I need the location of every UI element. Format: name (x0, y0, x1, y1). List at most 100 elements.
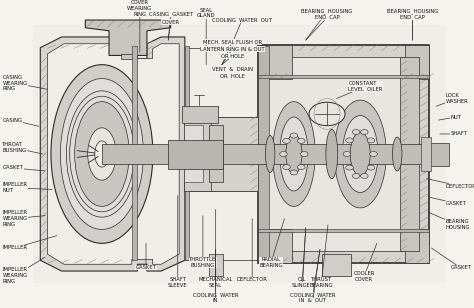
Text: THROAT
BUSHING: THROAT BUSHING (2, 142, 43, 154)
Text: LOCK
WASHER: LOCK WASHER (436, 93, 468, 106)
Ellipse shape (75, 102, 129, 206)
Text: END  CAP: END CAP (306, 15, 339, 40)
Bar (405, 45, 429, 79)
Text: SHAFT: SHAFT (440, 132, 467, 136)
Ellipse shape (350, 132, 370, 176)
Bar (258, 46, 269, 260)
Text: GASKET: GASKET (2, 165, 45, 171)
Bar (258, 45, 429, 263)
Ellipse shape (326, 129, 337, 179)
Text: COOLING  WATER  OUT: COOLING WATER OUT (212, 18, 272, 43)
Text: BEARING
HOUSING: BEARING HOUSING (429, 213, 470, 230)
Text: CASING  GASKET: CASING GASKET (148, 12, 193, 40)
Text: CONSTANT
LEVEL  OILER: CONSTANT LEVEL OILER (337, 81, 383, 99)
Text: COOLING  WATER: COOLING WATER (290, 249, 336, 298)
Ellipse shape (392, 137, 402, 171)
Text: THRUST
BEARING: THRUST BEARING (310, 225, 333, 288)
Ellipse shape (273, 102, 315, 206)
Bar (33, 25, 446, 283)
Bar (258, 229, 292, 263)
Ellipse shape (88, 128, 116, 180)
Bar (400, 57, 419, 251)
Bar (209, 254, 223, 276)
Circle shape (367, 138, 375, 143)
Text: DEFLECTOR: DEFLECTOR (427, 179, 474, 189)
Text: SLINGER: SLINGER (291, 228, 314, 288)
Text: COOLING  WATER: COOLING WATER (193, 249, 238, 298)
Bar (121, 54, 135, 59)
Bar (429, 143, 449, 166)
Text: LANTERN RING IN & OUT: LANTERN RING IN & OUT (200, 47, 264, 65)
Circle shape (361, 173, 368, 178)
Bar (184, 125, 203, 182)
Text: COVER
WEARING
RING: COVER WEARING RING (127, 0, 153, 52)
Text: GASKET: GASKET (431, 248, 471, 270)
Bar (258, 229, 429, 232)
Text: IN: IN (213, 249, 219, 303)
Bar (185, 117, 258, 191)
Circle shape (343, 152, 351, 156)
Text: VENT  &  DRAIN: VENT & DRAIN (212, 67, 253, 79)
Text: RADIAL
BEARING: RADIAL BEARING (259, 219, 284, 268)
Ellipse shape (61, 79, 143, 229)
Ellipse shape (265, 136, 275, 172)
Text: IMPELLER
WEARING
RING: IMPELLER WEARING RING (2, 210, 45, 227)
Circle shape (352, 173, 360, 178)
Text: BEARING  HOUSING: BEARING HOUSING (387, 9, 438, 40)
Bar (182, 106, 218, 123)
Polygon shape (85, 20, 171, 55)
Circle shape (298, 164, 305, 169)
Circle shape (283, 139, 290, 144)
Text: CASING: CASING (2, 118, 39, 126)
Text: NUT: NUT (438, 115, 461, 120)
Text: OIL: OIL (298, 228, 307, 282)
Polygon shape (40, 37, 185, 271)
Circle shape (361, 130, 368, 135)
Ellipse shape (286, 134, 302, 174)
Text: THROTTLE
BUSHING: THROTTLE BUSHING (189, 216, 217, 268)
Text: IMPELLER
WEARING
RING: IMPELLER WEARING RING (2, 257, 45, 284)
Text: CASING
WEARING
RING: CASING WEARING RING (2, 75, 47, 91)
Bar (185, 46, 189, 260)
Text: COOLER
COVER: COOLER COVER (353, 243, 377, 282)
Bar (268, 57, 415, 251)
Circle shape (280, 152, 287, 156)
Ellipse shape (95, 141, 109, 167)
Bar (209, 125, 223, 182)
Circle shape (352, 130, 360, 135)
Text: GASKET: GASKET (136, 243, 156, 270)
Bar (405, 229, 429, 263)
Bar (322, 254, 351, 276)
Ellipse shape (51, 65, 153, 243)
Text: MECHANICAL
SEAL: MECHANICAL SEAL (199, 209, 233, 288)
Circle shape (346, 138, 353, 143)
Text: GASKET: GASKET (429, 197, 466, 206)
Text: IMPELLER: IMPELLER (2, 236, 57, 250)
Bar (258, 45, 292, 79)
Bar (258, 75, 429, 78)
Ellipse shape (334, 100, 386, 208)
Text: MECH. SEAL FLUSH OR: MECH. SEAL FLUSH OR (203, 40, 262, 65)
Bar (184, 117, 211, 191)
Text: IN  &  OUT: IN & OUT (299, 249, 327, 303)
Circle shape (290, 133, 298, 138)
Text: IMPELLER
NUT: IMPELLER NUT (2, 182, 52, 193)
Text: BEARING  HOUSING: BEARING HOUSING (301, 9, 353, 40)
Bar (102, 144, 443, 164)
Text: SHAFT
SLEEVE: SHAFT SLEEVE (168, 196, 188, 288)
Circle shape (346, 165, 353, 170)
Bar (421, 137, 431, 171)
Text: DEFLECTOR: DEFLECTOR (237, 219, 268, 282)
Ellipse shape (280, 117, 308, 191)
Circle shape (309, 102, 345, 126)
Bar (132, 46, 137, 260)
Text: COVER: COVER (162, 20, 180, 40)
Text: SEAL
GLAND: SEAL GLAND (197, 8, 216, 65)
Text: OR  HOLE: OR HOLE (220, 74, 245, 79)
Circle shape (370, 152, 377, 156)
Circle shape (301, 152, 308, 156)
Circle shape (367, 165, 375, 170)
Circle shape (290, 170, 298, 175)
Text: OR HOLE: OR HOLE (220, 54, 244, 65)
Polygon shape (47, 44, 179, 264)
